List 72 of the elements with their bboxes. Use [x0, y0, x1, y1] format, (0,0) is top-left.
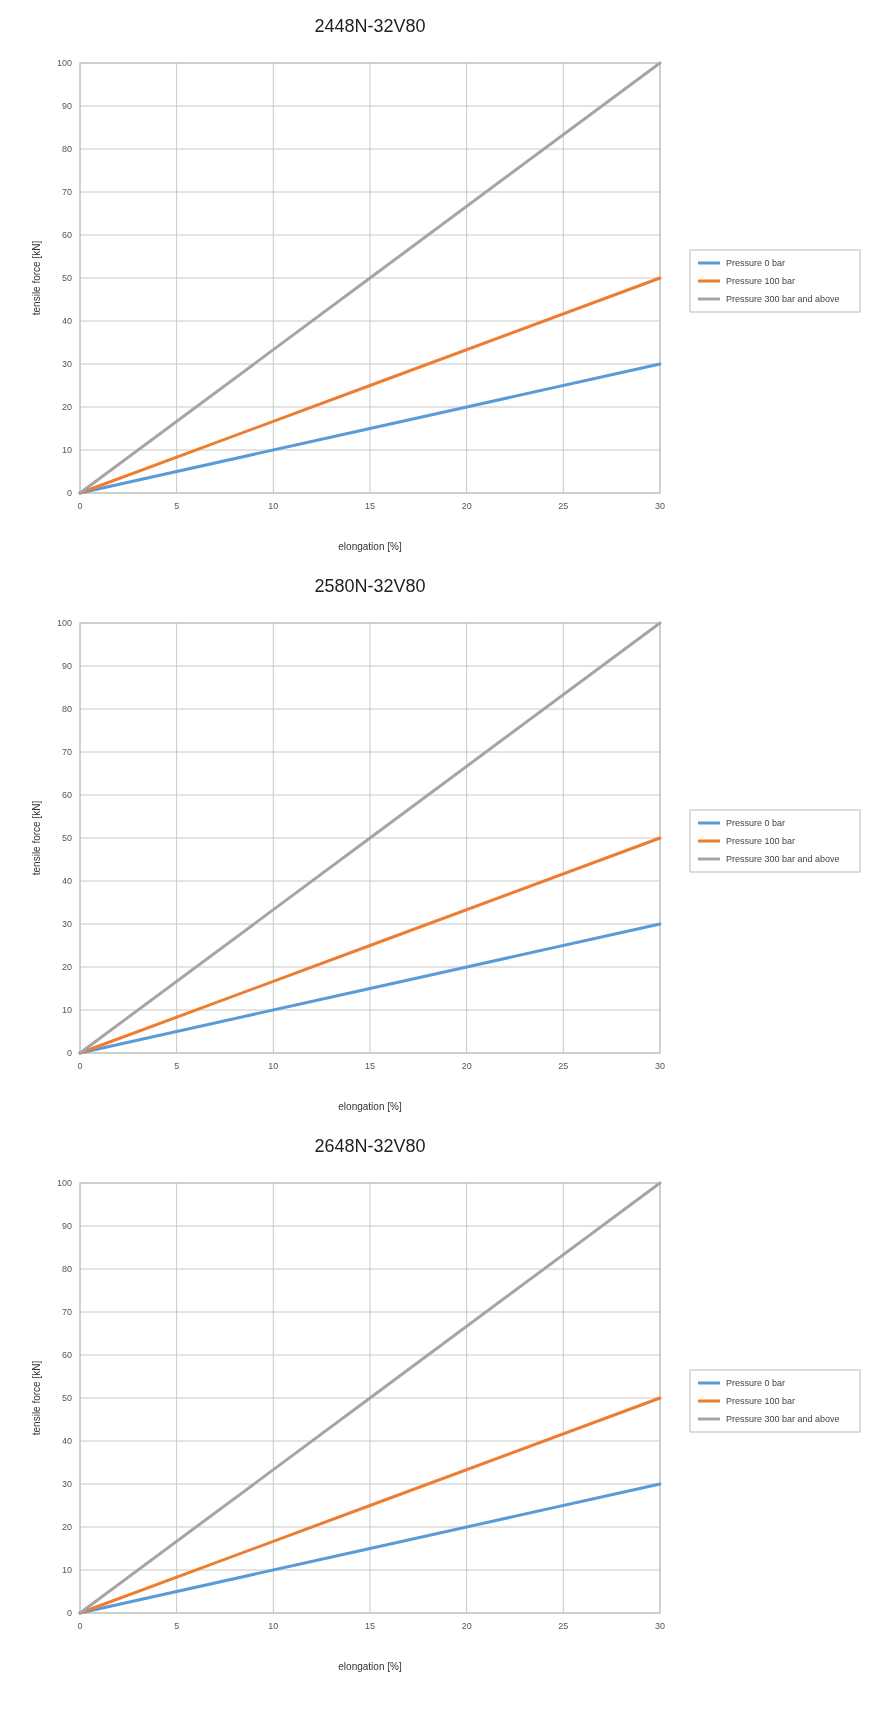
- x-tick-label: 5: [174, 501, 180, 511]
- legend-label: Pressure 100 bar: [726, 836, 796, 847]
- y-tick-label: 0: [66, 488, 72, 499]
- legend-label: Pressure 100 bar: [726, 276, 796, 287]
- y-tick-label: 100: [56, 1178, 72, 1189]
- x-tick-label: 25: [558, 501, 569, 511]
- y-tick-label: 100: [56, 618, 72, 629]
- y-tick-label: 80: [61, 1264, 72, 1275]
- legend-label: Pressure 0 bar: [726, 818, 786, 829]
- x-tick-label: 10: [268, 1621, 279, 1631]
- x-axis-title: elongation [%]: [338, 1661, 402, 1672]
- x-tick-label: 15: [364, 1621, 376, 1631]
- legend-label: Pressure 100 bar: [726, 1396, 796, 1407]
- x-tick-label: 10: [268, 1061, 279, 1071]
- y-tick-label: 40: [61, 1436, 72, 1447]
- x-tick-label: 30: [654, 1621, 666, 1631]
- y-tick-label: 50: [61, 1393, 72, 1404]
- y-tick-label: 40: [61, 876, 72, 887]
- y-tick-label: 10: [61, 1565, 72, 1576]
- y-tick-label: 70: [61, 1307, 72, 1318]
- y-tick-label: 70: [61, 187, 72, 198]
- y-tick-label: 40: [61, 316, 72, 327]
- x-tick-label: 20: [461, 501, 472, 511]
- y-tick-label: 80: [61, 704, 72, 715]
- legend-label: Pressure 0 bar: [726, 258, 786, 269]
- x-tick-label: 0: [77, 501, 83, 511]
- x-tick-label: 20: [461, 1621, 472, 1631]
- y-tick-label: 0: [66, 1608, 72, 1619]
- y-tick-label: 60: [61, 1350, 72, 1361]
- y-tick-label: 10: [61, 1005, 72, 1016]
- y-tick-label: 50: [61, 273, 72, 284]
- y-tick-label: 70: [61, 747, 72, 758]
- y-tick-label: 30: [61, 359, 72, 370]
- y-tick-label: 20: [61, 402, 72, 413]
- legend-label: Pressure 300 bar and above: [726, 294, 840, 305]
- x-tick-label: 15: [364, 501, 376, 511]
- y-tick-label: 10: [61, 445, 72, 456]
- y-tick-label: 30: [61, 919, 72, 930]
- y-tick-label: 80: [61, 144, 72, 155]
- x-tick-label: 10: [268, 501, 279, 511]
- y-axis-title: tensile force [kN]: [31, 240, 42, 316]
- x-tick-label: 5: [174, 1621, 180, 1631]
- x-tick-label: 0: [77, 1621, 83, 1631]
- y-axis-title: tensile force [kN]: [31, 800, 42, 876]
- y-tick-label: 90: [61, 1221, 72, 1232]
- y-tick-label: 20: [61, 962, 72, 973]
- y-tick-label: 60: [61, 790, 72, 801]
- x-tick-label: 15: [364, 1061, 376, 1071]
- x-tick-label: 0: [77, 1061, 83, 1071]
- x-axis-title: elongation [%]: [338, 1101, 402, 1112]
- legend-label: Pressure 0 bar: [726, 1378, 786, 1389]
- y-tick-label: 90: [61, 661, 72, 672]
- x-axis-title: elongation [%]: [338, 541, 402, 552]
- chart-title: 2648N-32V80: [314, 1136, 426, 1156]
- y-tick-label: 100: [56, 58, 72, 69]
- y-tick-label: 30: [61, 1479, 72, 1490]
- y-tick-label: 20: [61, 1522, 72, 1533]
- x-tick-label: 30: [654, 1061, 666, 1071]
- y-tick-label: 50: [61, 833, 72, 844]
- legend-label: Pressure 300 bar and above: [726, 854, 840, 865]
- x-tick-label: 20: [461, 1061, 472, 1071]
- x-tick-label: 25: [558, 1061, 569, 1071]
- x-tick-label: 30: [654, 501, 666, 511]
- y-axis-title: tensile force [kN]: [31, 1360, 42, 1436]
- x-tick-label: 25: [558, 1621, 569, 1631]
- y-tick-label: 0: [66, 1048, 72, 1059]
- y-tick-label: 60: [61, 230, 72, 241]
- chart-title: 2448N-32V80: [314, 16, 426, 36]
- y-tick-label: 90: [61, 101, 72, 112]
- legend-label: Pressure 300 bar and above: [726, 1414, 840, 1425]
- x-tick-label: 5: [174, 1061, 180, 1071]
- chart-title: 2580N-32V80: [314, 576, 426, 596]
